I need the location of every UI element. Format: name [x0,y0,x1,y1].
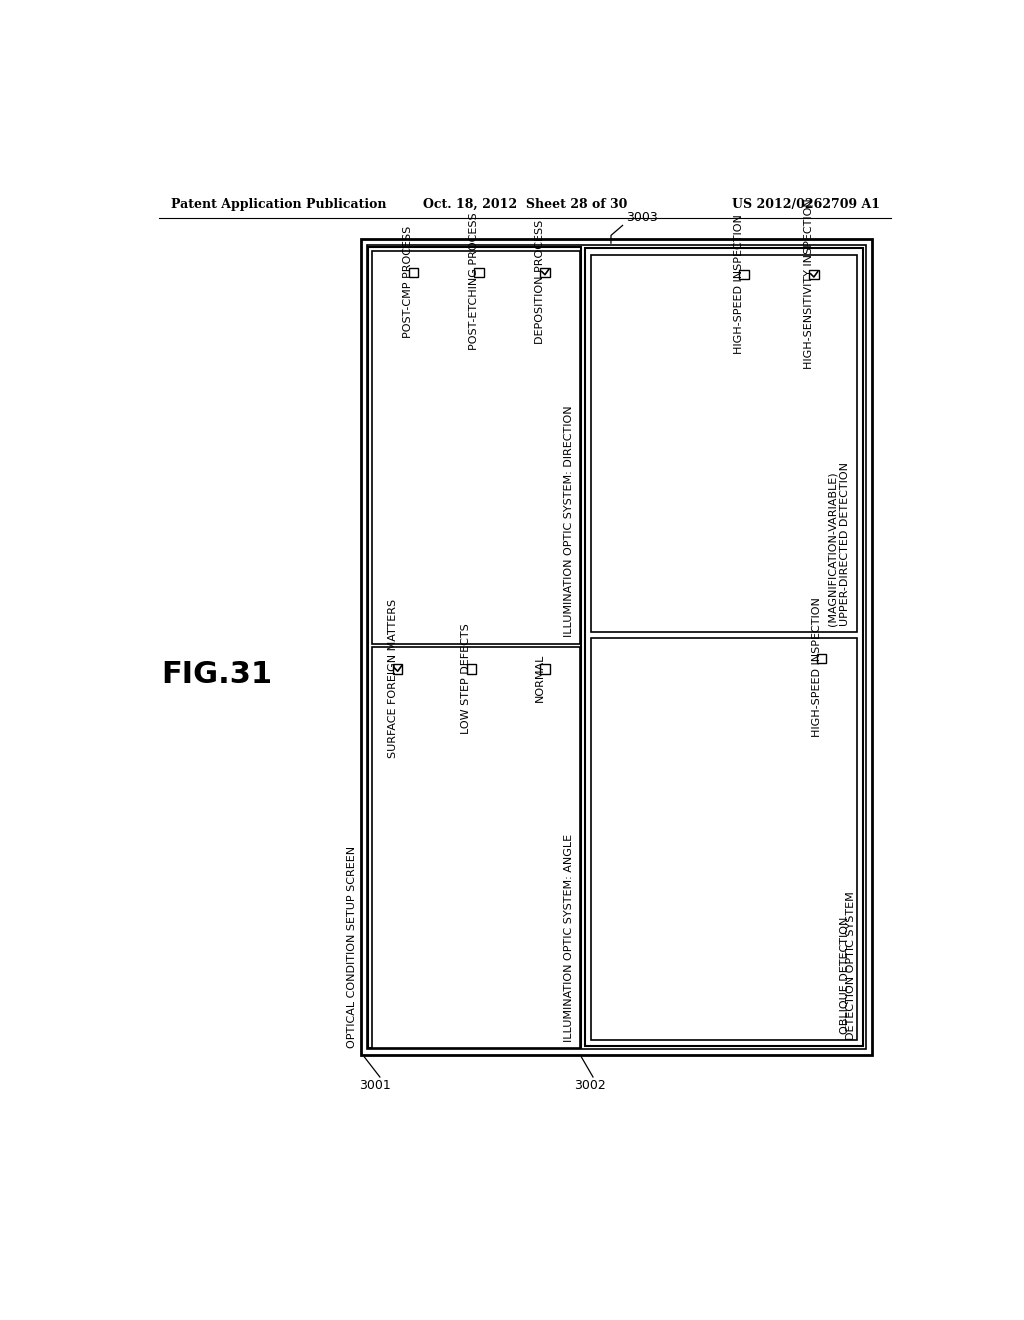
Text: Patent Application Publication: Patent Application Publication [171,198,386,211]
Text: POST-CMP PROCESS: POST-CMP PROCESS [403,226,414,338]
Text: 3002: 3002 [573,1078,605,1092]
Text: HIGH-SENSITIVITY INSPECTION: HIGH-SENSITIVITY INSPECTION [804,198,814,370]
Text: Oct. 18, 2012  Sheet 28 of 30: Oct. 18, 2012 Sheet 28 of 30 [423,198,627,211]
Text: US 2012/0262709 A1: US 2012/0262709 A1 [732,198,880,211]
Text: 3001: 3001 [359,1078,391,1092]
Text: FIG.31: FIG.31 [162,660,272,689]
Text: UPPER-DIRECTED DETECTION: UPPER-DIRECTED DETECTION [841,462,850,626]
Bar [541,268,550,277]
Text: SURFACE FOREIGN MATTERS: SURFACE FOREIGN MATTERS [388,598,397,758]
Text: OBLIQUE DETECTION: OBLIQUE DETECTION [841,916,850,1034]
Text: HIGH-SPEED INSPECTION: HIGH-SPEED INSPECTION [734,214,744,354]
Text: NORMAL: NORMAL [535,653,545,702]
Bar [409,268,418,277]
Text: ILLUMINATION OPTIC SYSTEM: ANGLE: ILLUMINATION OPTIC SYSTEM: ANGLE [563,833,573,1041]
Bar [393,664,402,673]
Text: LOW STEP DEFECTS: LOW STEP DEFECTS [462,623,471,734]
Text: DEPOSITION PROCESS: DEPOSITION PROCESS [535,219,545,343]
Bar [592,255,856,632]
Bar [809,271,818,280]
Text: 3003: 3003 [627,211,658,224]
Bar [467,664,476,673]
Bar [372,251,580,644]
Bar [360,239,872,1056]
Bar [592,638,856,1040]
Text: DETECTION OPTIC SYSTEM: DETECTION OPTIC SYSTEM [847,891,856,1040]
Bar [367,246,866,1049]
Bar [372,647,580,1048]
Bar [474,268,483,277]
Bar [586,248,862,1047]
Text: (MAGNIFICATION-VARIABLE): (MAGNIFICATION-VARIABLE) [827,471,838,626]
Bar [739,271,749,280]
Text: OPTICAL CONDITION SETUP SCREEN: OPTICAL CONDITION SETUP SCREEN [347,846,356,1048]
Bar [817,653,826,663]
Bar [369,247,582,1048]
Bar [541,664,550,673]
Text: POST-ETCHING PROCESS: POST-ETCHING PROCESS [469,213,479,350]
Text: HIGH-SPEED INSPECTION: HIGH-SPEED INSPECTION [812,598,821,738]
Text: ILLUMINATION OPTIC SYSTEM: DIRECTION: ILLUMINATION OPTIC SYSTEM: DIRECTION [563,405,573,638]
